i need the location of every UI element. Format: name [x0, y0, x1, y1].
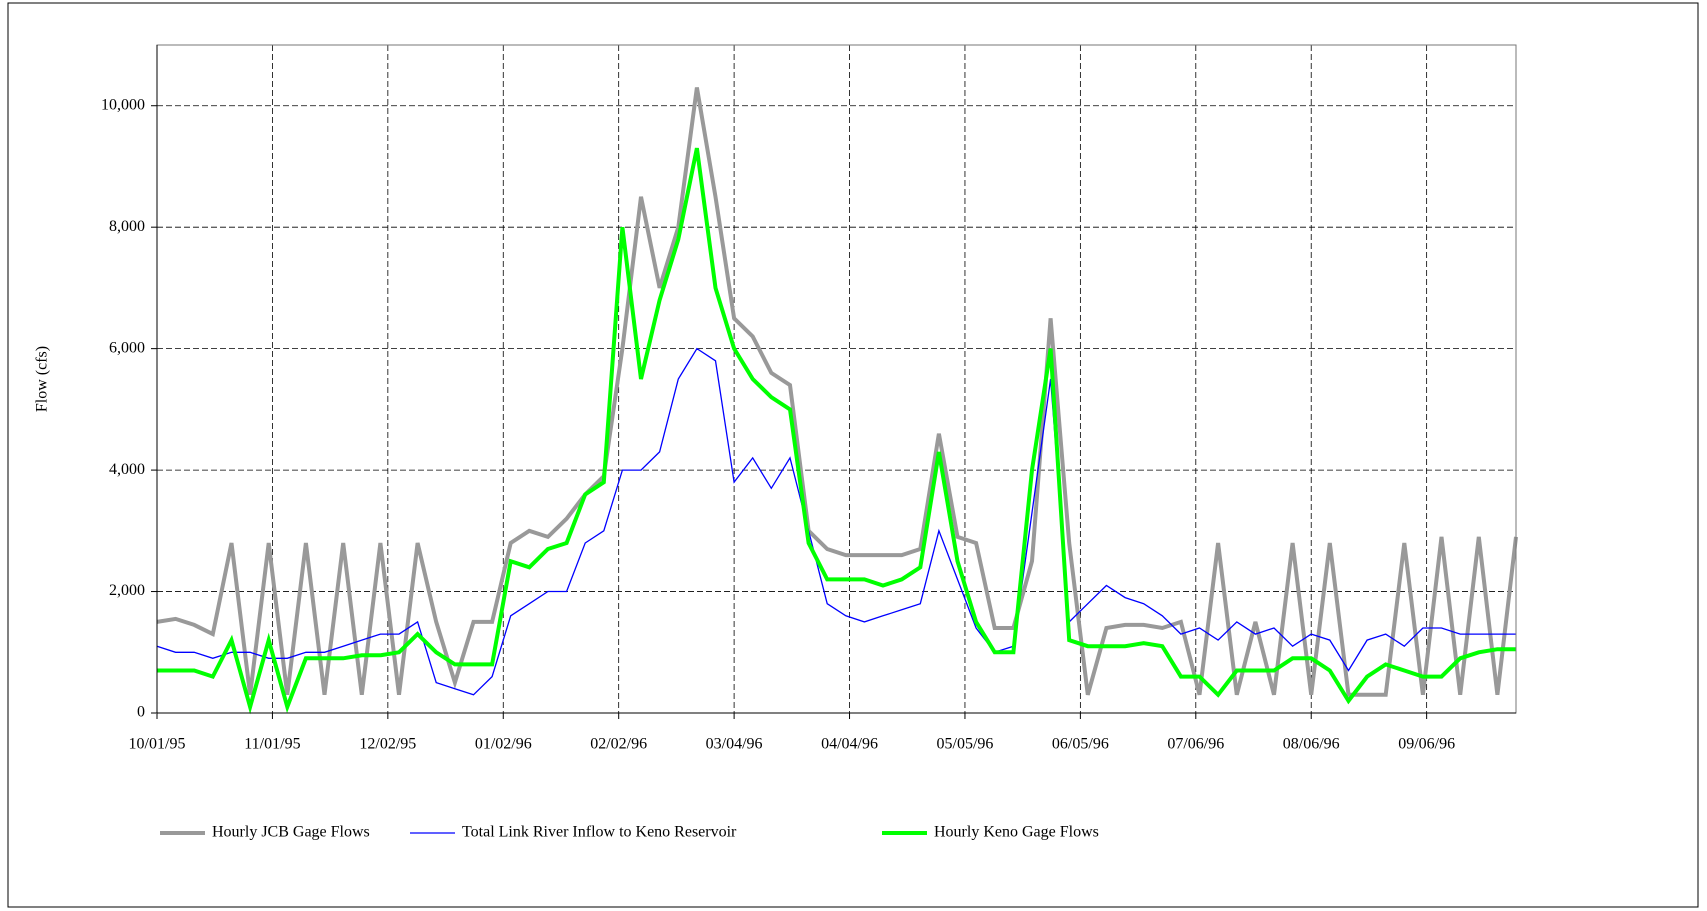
x-tick-label: 04/04/96 [821, 736, 878, 753]
y-tick-label: 4,000 [109, 461, 145, 478]
grid [157, 45, 1516, 713]
legend-label: Total Link River Inflow to Keno Reservoi… [462, 824, 737, 841]
legend-label: Hourly Keno Gage Flows [934, 824, 1099, 841]
x-tick-label: 09/06/96 [1398, 736, 1455, 753]
axes: 0 2,000 4,000 6,000 8,000 10,000 10/01/95 11/01… [101, 44, 1517, 753]
x-tick-label: 07/06/96 [1167, 736, 1224, 753]
x-tick-label: 06/05/96 [1052, 736, 1109, 753]
lines [156, 87, 1518, 715]
x-tick-label: 11/01/95 [244, 736, 300, 753]
y-tick-label: 2,000 [109, 582, 145, 599]
chart-frame [7, 2, 1699, 908]
x-tick-label: 01/02/96 [475, 736, 532, 753]
x-tick-label: 10/01/95 [129, 736, 186, 753]
x-tick-label: 05/05/96 [937, 736, 994, 753]
y-tick-label: 6,000 [109, 339, 145, 356]
y-tick-label: 0 [137, 704, 145, 721]
series-line [156, 347, 1516, 696]
x-tick-label: 03/04/96 [706, 736, 763, 753]
x-tick-label: 08/06/96 [1283, 736, 1340, 753]
legend: Hourly JCB Gage Flows Total Link River In… [160, 824, 1099, 841]
y-tick-label: 10,000 [101, 96, 145, 113]
series-line [157, 147, 1516, 715]
y-tick-label: 8,000 [109, 218, 145, 235]
x-tick-label: 12/02/95 [359, 736, 416, 753]
legend-label: Hourly JCB Gage Flows [212, 824, 370, 841]
series-line [156, 87, 1518, 697]
y-axis-label: Flow (cfs) [34, 346, 51, 412]
x-tick-label: 02/02/96 [590, 736, 647, 753]
